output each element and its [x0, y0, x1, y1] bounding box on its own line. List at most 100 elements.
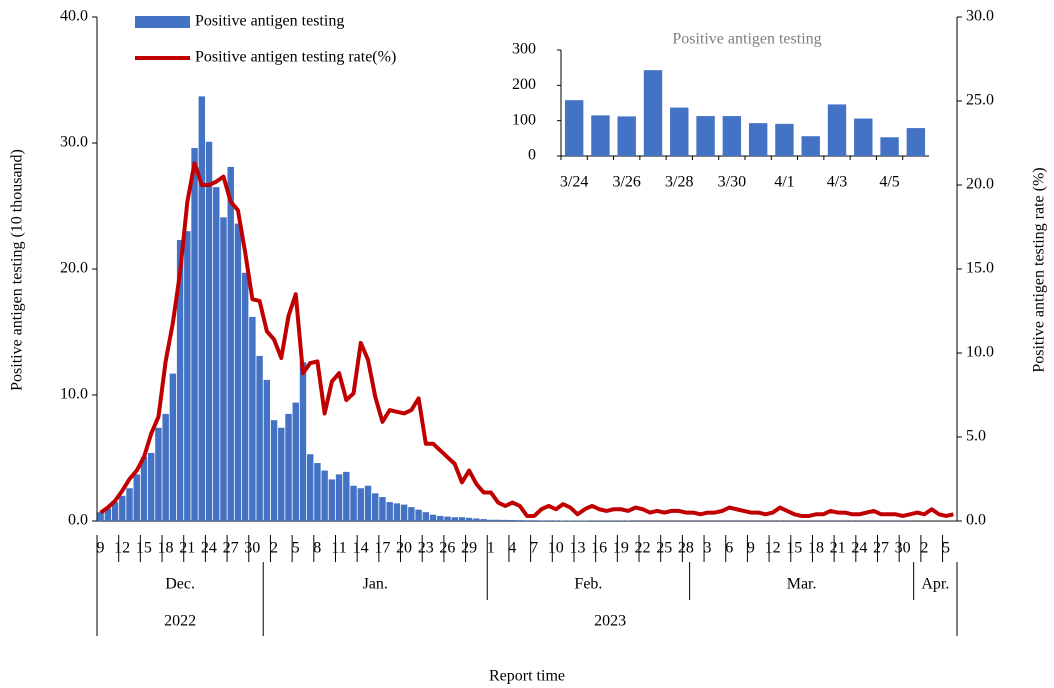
bar: [364, 485, 372, 521]
year-label: 2022: [164, 613, 196, 630]
bar: [393, 503, 401, 521]
inset-bar: [564, 100, 584, 156]
bar: [531, 520, 538, 521]
bar: [429, 514, 437, 521]
x-tick-label: 24: [851, 540, 867, 557]
x-tick-label: 2: [270, 540, 278, 557]
bar: [285, 413, 292, 521]
bar: [126, 488, 133, 521]
bar: [473, 518, 480, 521]
bar: [205, 141, 213, 522]
y2-axis-title: Positive antigen testing rate (%): [1031, 167, 1048, 372]
x-tick-label: 25: [656, 540, 672, 557]
x-tick-label: 16: [591, 540, 607, 557]
x-tick-label: 3: [704, 540, 712, 557]
inset-bar: [854, 118, 873, 156]
line-series: [99, 161, 954, 518]
year-label: 2023: [594, 613, 626, 630]
bar: [574, 520, 581, 521]
bar: [581, 520, 589, 521]
bar: [256, 355, 263, 521]
inset-x-tick-label: 3/24: [560, 174, 588, 191]
y2-tick-label: 30.0: [966, 8, 994, 25]
inset-bar: [591, 115, 610, 156]
bar: [119, 495, 126, 521]
bar: [184, 231, 191, 521]
bar: [191, 148, 198, 522]
bar: [263, 379, 271, 521]
bar: [509, 519, 516, 521]
x-tick-label: 5: [942, 540, 950, 557]
inset-x-tick-label: 3/30: [718, 174, 746, 191]
bar: [487, 519, 495, 521]
bar: [357, 488, 364, 521]
inset-bar: [827, 104, 847, 156]
x-tick-label: 30: [244, 540, 260, 557]
bar: [343, 471, 350, 521]
inset-y-tick-label: 0: [528, 147, 536, 164]
bar: [292, 402, 299, 521]
y-tick-label: 0.0: [68, 512, 88, 529]
bar: [133, 474, 140, 521]
y2-tick-label: 0.0: [966, 512, 986, 529]
x-tick-label: 4: [508, 540, 516, 557]
bar: [545, 520, 552, 521]
bar: [444, 516, 451, 521]
bar: [227, 166, 234, 521]
inset-x-tick-label: 3/28: [665, 174, 693, 191]
x-tick-label: 20: [396, 540, 412, 557]
inset-y-tick-label: 100: [512, 111, 536, 128]
legend-label: Positive antigen testing: [195, 13, 344, 30]
bar: [372, 493, 379, 521]
bar: [567, 520, 574, 521]
bar: [155, 427, 162, 521]
legend-swatch: [135, 16, 190, 28]
x-tick-label: 23: [418, 540, 434, 557]
bar: [162, 413, 169, 521]
month-label: Feb.: [574, 576, 602, 593]
x-tick-label: 9: [747, 540, 755, 557]
x-tick-label: 12: [765, 540, 781, 557]
bar: [350, 485, 357, 521]
month-label: Apr.: [921, 576, 949, 593]
y2-tick-label: 15.0: [966, 260, 994, 277]
inset-bar: [880, 137, 899, 156]
x-tick-label: 18: [808, 540, 824, 557]
x-tick-label: 8: [313, 540, 321, 557]
bar: [465, 517, 473, 521]
bar: [538, 520, 545, 521]
bar: [278, 427, 285, 521]
bar: [147, 452, 155, 521]
bar: [241, 272, 249, 521]
y2-tick-label: 10.0: [966, 344, 994, 361]
bar: [502, 519, 509, 521]
y-tick-label: 30.0: [60, 134, 88, 151]
x-tick-label: 24: [201, 540, 217, 557]
bar: [270, 420, 278, 521]
bar: [97, 512, 104, 521]
inset-bar: [748, 123, 768, 156]
x-tick-label: 10: [548, 540, 564, 557]
bar: [552, 520, 560, 521]
x-tick-label: 19: [613, 540, 629, 557]
y2-tick-label: 20.0: [966, 176, 994, 193]
inset-x-tick-label: 3/26: [612, 174, 640, 191]
x-tick-label: 30: [895, 540, 911, 557]
x-tick-label: 12: [114, 540, 130, 557]
x-tick-label: 29: [461, 540, 477, 557]
y-tick-label: 40.0: [60, 8, 88, 25]
x-tick-label: 18: [158, 540, 174, 557]
bar: [480, 519, 487, 521]
inset-bar: [617, 116, 636, 156]
bar: [198, 96, 206, 521]
month-label: Mar.: [787, 576, 817, 593]
month-label: Jan.: [363, 576, 388, 593]
inset-bar: [906, 128, 926, 156]
bar: [408, 507, 415, 521]
inset-x-tick-label: 4/1: [774, 174, 794, 191]
bar: [386, 502, 393, 521]
x-tick-label: 21: [830, 540, 846, 557]
bar: [111, 502, 119, 521]
inset-bar: [722, 116, 742, 156]
bar: [559, 520, 567, 521]
